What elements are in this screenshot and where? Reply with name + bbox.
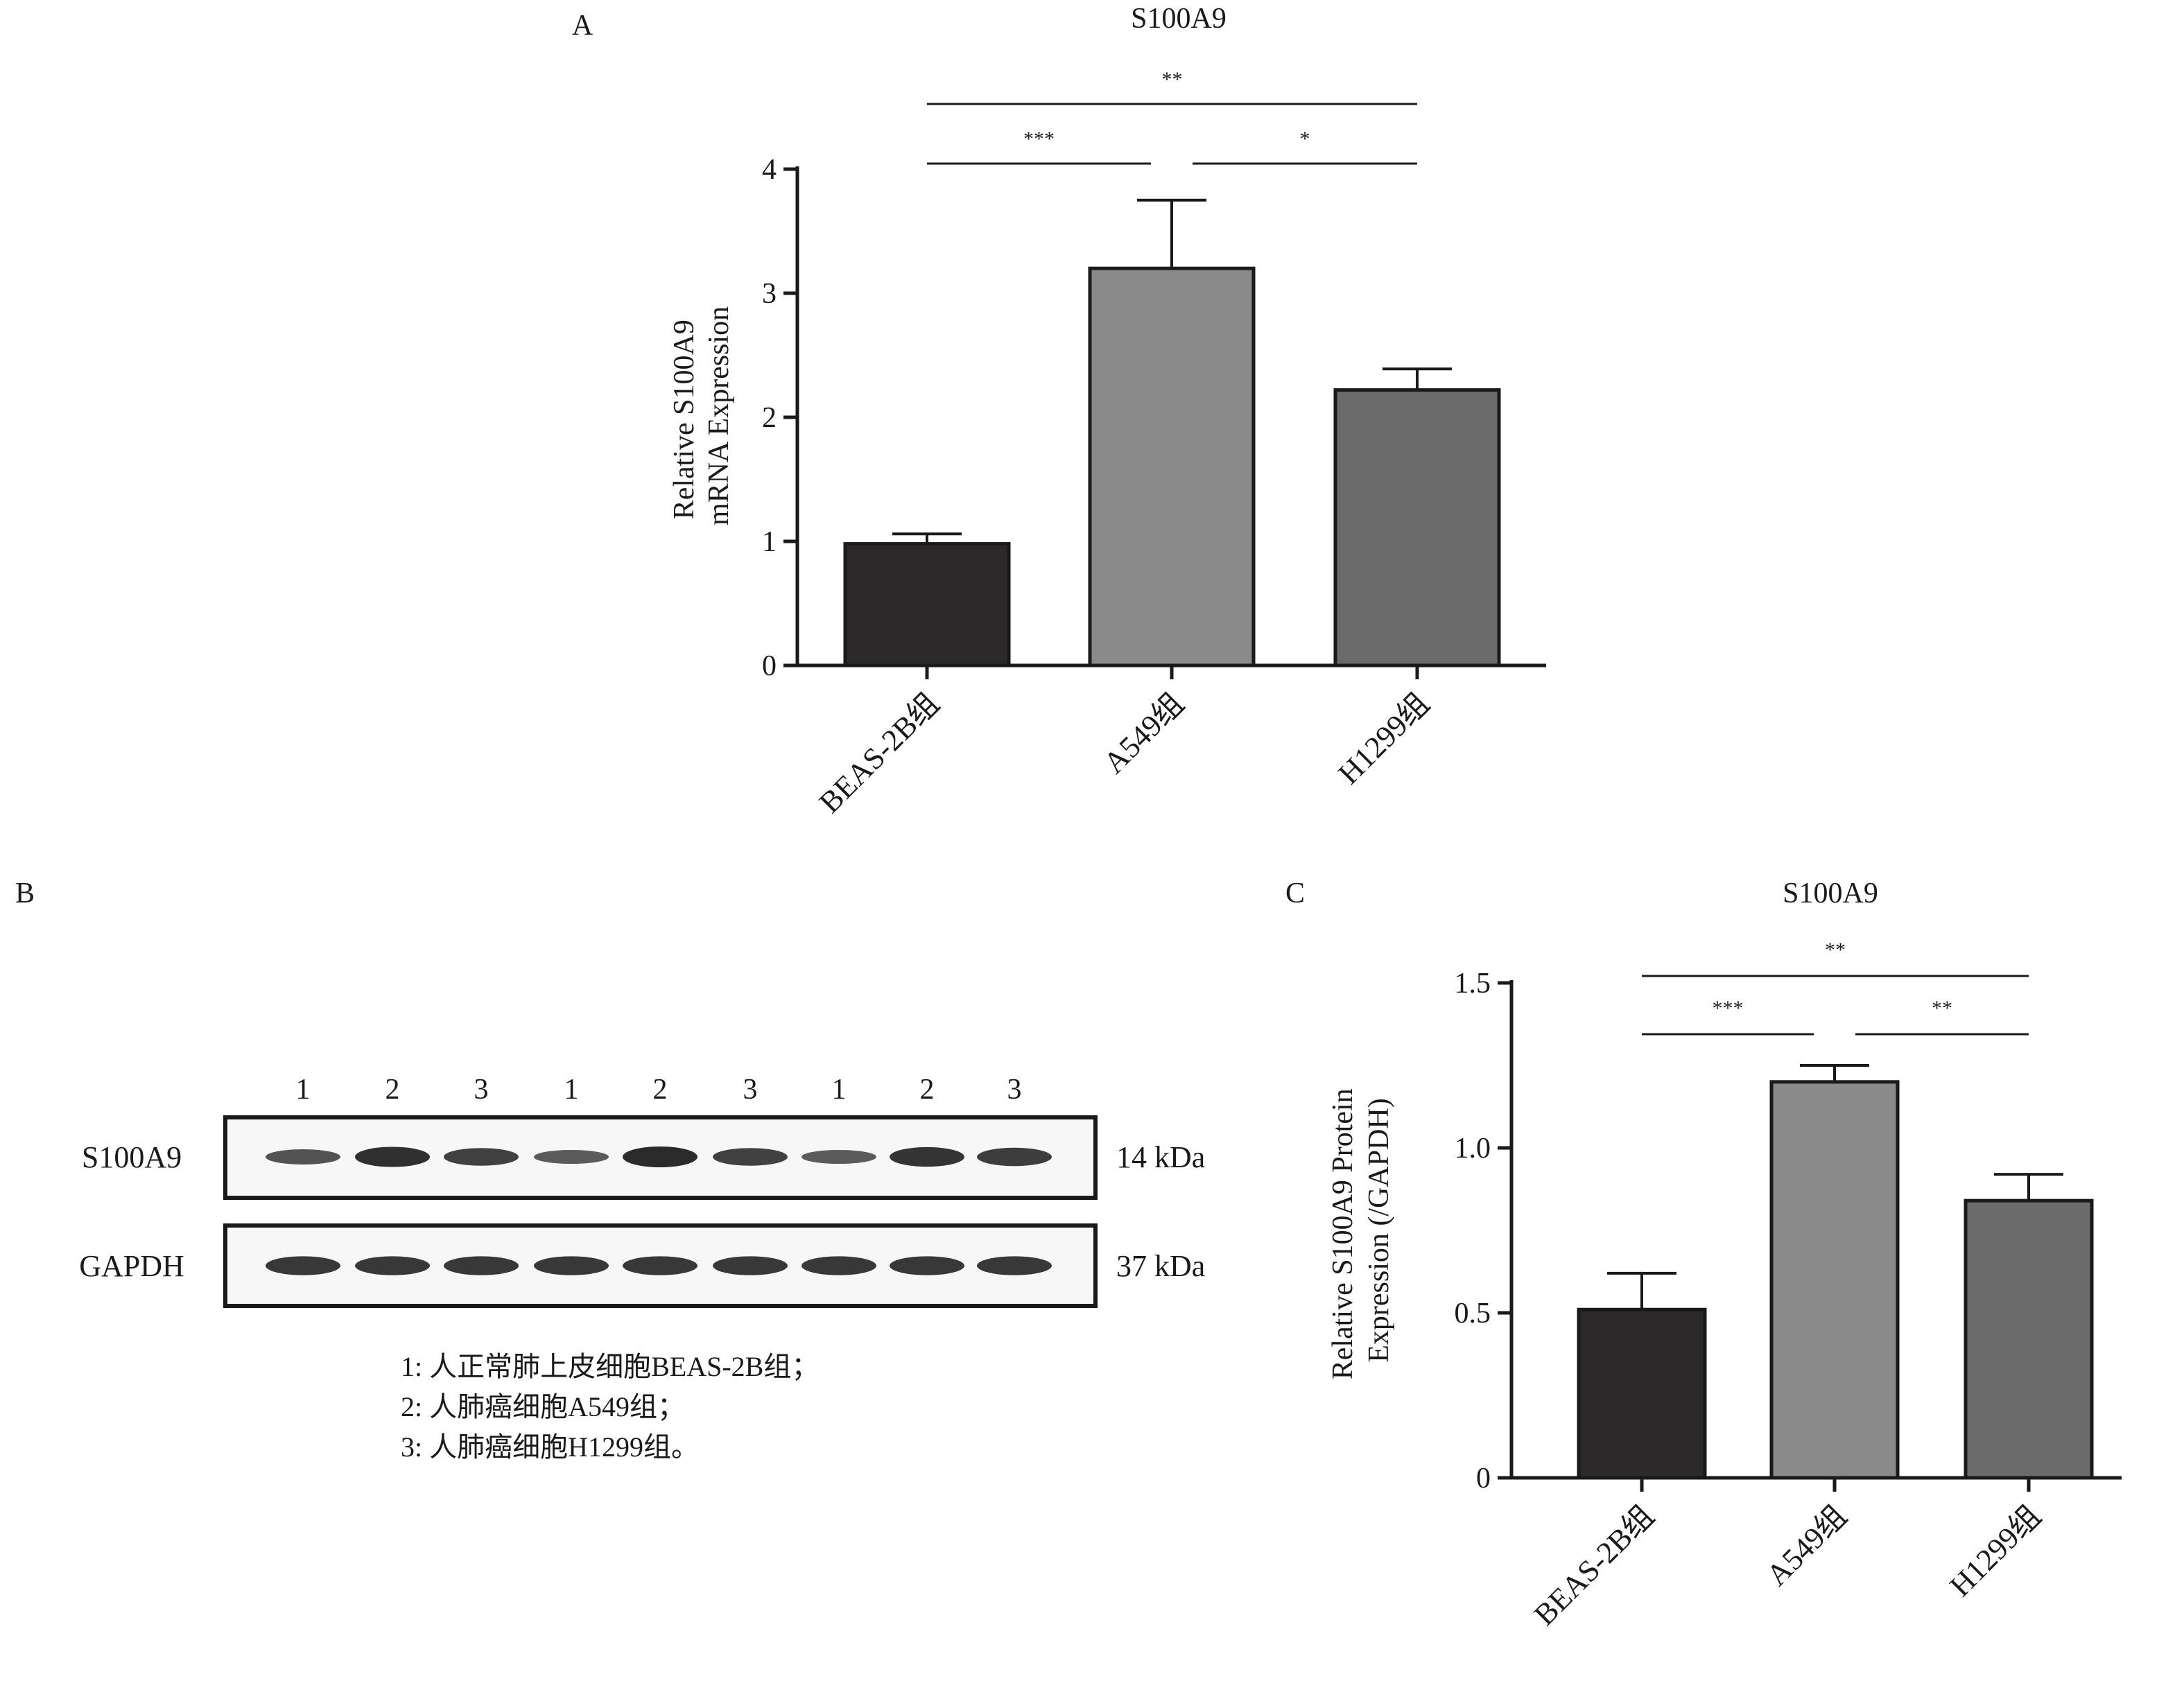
blot-band bbox=[623, 1146, 697, 1167]
blot-band bbox=[444, 1148, 519, 1166]
chart-c-significance-label-3: ** bbox=[1932, 997, 1952, 1020]
lane-label: 1 bbox=[564, 1074, 579, 1106]
blot-size-label: 37 kDa bbox=[1116, 1249, 1205, 1283]
blot-band bbox=[355, 1256, 430, 1275]
chart-c-protein: S100A9 Relative S100A9 Protein Expressio… bbox=[1327, 878, 2122, 1632]
chart-a-y-tick-label: 4 bbox=[762, 154, 777, 186]
chart-c-y-tick-label: 0.5 bbox=[1455, 1298, 1491, 1329]
chart-c-bar-3 bbox=[1964, 1198, 2094, 1480]
blot-band bbox=[890, 1146, 964, 1167]
blot-band bbox=[977, 1147, 1052, 1167]
lane-label: 1 bbox=[832, 1074, 847, 1106]
lane-label: 1 bbox=[296, 1074, 311, 1106]
blot-row-gapdh: GAPDH 37 kDa bbox=[79, 1223, 1205, 1308]
chart-a-y-tick-label: 3 bbox=[762, 278, 777, 310]
blot-band bbox=[713, 1148, 788, 1166]
blot-band bbox=[801, 1149, 876, 1165]
chart-a-ylabel: Relative S100A9 mRNA Expression bbox=[668, 306, 735, 525]
chart-a-ylabel-line-2: mRNA Expression bbox=[703, 306, 735, 525]
lane-label: 3 bbox=[474, 1074, 489, 1106]
chart-a-significance-label-2: *** bbox=[1023, 128, 1055, 150]
chart-c-y-tick-label: 0 bbox=[1476, 1463, 1491, 1494]
chart-c-ylabel-line-1: Relative S100A9 Protein bbox=[1327, 1088, 1359, 1379]
chart-c-ylabel: Relative S100A9 Protein Expression (/GAP… bbox=[1327, 1081, 1395, 1379]
chart-a-y-tick-label: 2 bbox=[762, 402, 777, 434]
blot-row-label: S100A9 bbox=[82, 1140, 182, 1174]
chart-a-y-tick-label: 1 bbox=[762, 526, 777, 558]
chart-c-significance-label-2: *** bbox=[1713, 997, 1744, 1020]
chart-a-mrna: S100A9 Relative S100A9 mRNA Expression 0… bbox=[668, 3, 1546, 819]
panel-letter-a: A bbox=[572, 10, 593, 42]
blot-band bbox=[977, 1256, 1052, 1275]
chart-c-bar-2 bbox=[1769, 1080, 1900, 1480]
chart-a-ylabel-line-1: Relative S100A9 bbox=[668, 320, 700, 519]
panel-b-western-blot: 1 2 3 1 2 3 1 2 3 S100A9 14 kDa GAPDH 37 kDa 1: 人正常… bbox=[79, 1074, 1205, 1463]
lane-label: 3 bbox=[1007, 1074, 1022, 1106]
chart-a-bar-1 bbox=[843, 542, 1011, 668]
chart-a-bar-3 bbox=[1333, 388, 1501, 668]
blot-legend-line-3: 3: 人肺癌细胞H1299组。 bbox=[401, 1431, 699, 1463]
chart-c-y-tick-label: 1.0 bbox=[1455, 1133, 1491, 1165]
lane-label: 2 bbox=[385, 1074, 400, 1106]
lane-label: 2 bbox=[920, 1074, 935, 1106]
chart-c-y-tick-label: 1.5 bbox=[1455, 968, 1491, 1000]
chart-c-category-label-2: A549组 bbox=[1760, 1499, 1853, 1592]
chart-c-category-label-3: H1299组 bbox=[1943, 1499, 2047, 1603]
blot-band bbox=[534, 1149, 609, 1165]
chart-c-title: S100A9 bbox=[1783, 878, 1878, 909]
chart-a-significance-label-3: * bbox=[1300, 128, 1310, 150]
blot-band bbox=[266, 1256, 340, 1275]
blot-band bbox=[355, 1146, 430, 1167]
blot-size-label: 14 kDa bbox=[1116, 1140, 1205, 1174]
blot-band bbox=[623, 1256, 697, 1275]
chart-c-significance-label-1: ** bbox=[1825, 939, 1846, 961]
blot-row-s100a9: S100A9 14 kDa bbox=[82, 1115, 1205, 1200]
chart-a-category-label-3: H1299组 bbox=[1332, 686, 1436, 790]
chart-c-bar-1 bbox=[1577, 1307, 1707, 1480]
blot-band bbox=[444, 1256, 519, 1275]
panel-letter-b: B bbox=[15, 878, 35, 909]
chart-a-significance-label-1: ** bbox=[1162, 68, 1183, 91]
chart-a-title: S100A9 bbox=[1131, 3, 1227, 35]
panel-letter-c: C bbox=[1285, 878, 1305, 909]
lane-label: 2 bbox=[653, 1074, 668, 1106]
chart-c-category-label-1: BEAS-2B组 bbox=[1527, 1499, 1661, 1632]
blot-band bbox=[801, 1256, 876, 1275]
chart-a-category-label-1: BEAS-2B组 bbox=[813, 686, 946, 819]
lane-label: 3 bbox=[743, 1074, 758, 1106]
chart-a-category-label-2: A549组 bbox=[1097, 686, 1190, 780]
chart-a-bar-2 bbox=[1088, 266, 1256, 668]
blot-legend-line-2: 2: 人肺癌细胞A549组； bbox=[401, 1391, 685, 1422]
lane-labels: 1 2 3 1 2 3 1 2 3 bbox=[296, 1074, 1022, 1106]
blot-legend-line-1: 1: 人正常肺上皮细胞BEAS-2B组； bbox=[401, 1351, 819, 1382]
chart-a-y-tick-label: 0 bbox=[762, 650, 777, 682]
blot-band bbox=[534, 1256, 609, 1275]
blot-band bbox=[266, 1149, 340, 1165]
blot-legend: 1: 人正常肺上皮细胞BEAS-2B组； 2: 人肺癌细胞A549组； 3: 人… bbox=[401, 1351, 826, 1463]
blot-band bbox=[890, 1256, 964, 1275]
blot-band bbox=[713, 1256, 788, 1275]
blot-row-label: GAPDH bbox=[79, 1249, 184, 1283]
chart-c-ylabel-line-2: Expression (/GAPDH) bbox=[1363, 1098, 1395, 1362]
